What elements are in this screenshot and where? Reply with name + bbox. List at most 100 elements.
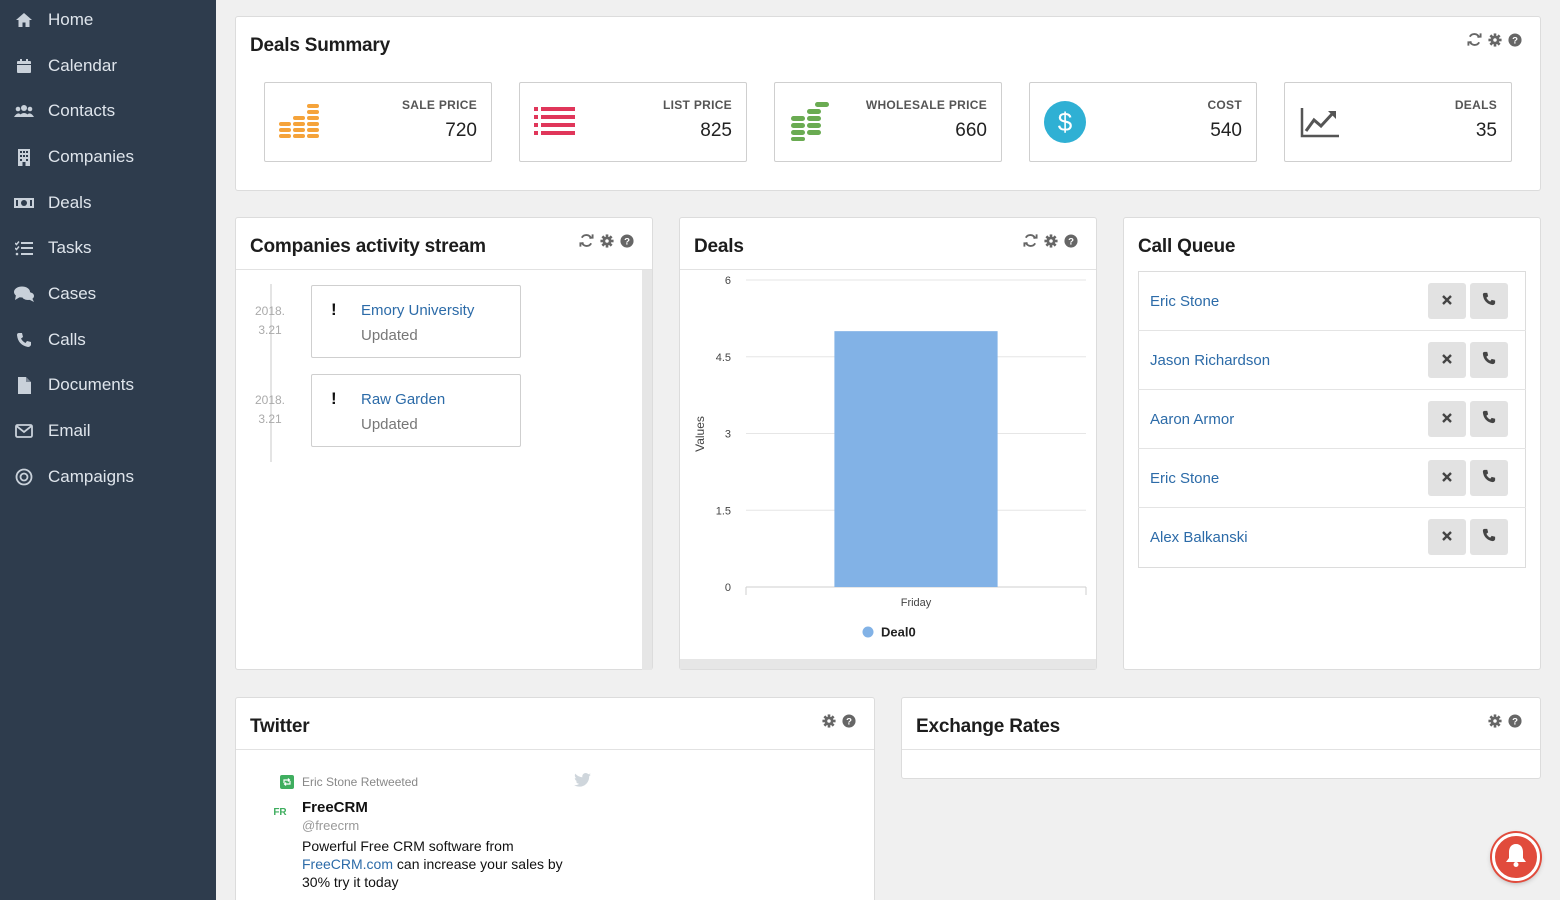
dismiss-call-button[interactable] <box>1428 401 1466 437</box>
summary-card-cost: $ COST 540 <box>1029 82 1257 162</box>
summary-card-deals: DEALS 35 <box>1284 82 1512 162</box>
legend-item-deal0[interactable]: Deal0 <box>881 625 916 640</box>
freecrm-avatar[interactable]: FR <box>264 799 296 825</box>
comments-icon <box>14 284 34 304</box>
avatar-text: FR <box>273 806 287 818</box>
timeline-line <box>270 284 272 462</box>
activity-date: 2018. 3.21 <box>254 302 286 340</box>
notification-bell-button[interactable] <box>1492 833 1540 881</box>
gear-icon[interactable] <box>1487 713 1502 728</box>
card-label: DEALS <box>1454 98 1497 112</box>
deals-chart-panel: Deals ? Values 0 1.5 3 4.5 6 Friday Deal0 <box>679 217 1097 670</box>
sidebar-item-label: Contacts <box>48 101 116 120</box>
tweet-author-name[interactable]: FreeCRM <box>302 799 368 816</box>
activity-company-link[interactable]: Raw Garden <box>361 391 446 408</box>
gear-icon[interactable] <box>1487 32 1502 47</box>
sidebar-item-tasks[interactable]: Tasks <box>0 228 216 268</box>
document-icon <box>14 375 34 395</box>
place-call-button[interactable] <box>1470 342 1508 378</box>
call-queue-contact-link[interactable]: Alex Balkanski <box>1150 529 1248 546</box>
activity-status: Updated <box>361 327 418 344</box>
call-queue-contact-link[interactable]: Jason Richardson <box>1150 352 1271 369</box>
y-tick-label: 0 <box>725 582 731 594</box>
scrollbar[interactable] <box>642 270 652 670</box>
call-queue-item: Aaron Armor <box>1138 390 1526 449</box>
dismiss-call-button[interactable] <box>1428 342 1466 378</box>
activity-company-link[interactable]: Emory University <box>361 302 475 319</box>
sidebar-item-companies[interactable]: Companies <box>0 137 216 177</box>
card-value: 660 <box>955 120 987 141</box>
x-tick-label: Friday <box>901 597 932 609</box>
call-queue-contact-link[interactable]: Aaron Armor <box>1150 411 1235 428</box>
activity-item: ! Emory University Updated <box>311 285 521 358</box>
place-call-button[interactable] <box>1470 519 1508 555</box>
twitter-bird-icon[interactable] <box>574 773 591 792</box>
tweet-link[interactable]: FreeCRM.com <box>302 856 394 872</box>
help-icon[interactable]: ? <box>1507 713 1522 728</box>
sidebar-item-label: Calendar <box>48 56 117 75</box>
bell-icon <box>1505 843 1527 872</box>
retweet-icon <box>280 775 294 789</box>
card-value: 35 <box>1475 120 1497 141</box>
call-queue-list <box>1138 271 1526 568</box>
tweet-author-handle[interactable]: @freecrm <box>302 818 360 833</box>
retweet-label: Eric Stone Retweeted <box>302 775 419 789</box>
close-icon <box>1442 351 1452 369</box>
bar-deal0-friday[interactable] <box>834 331 998 587</box>
sidebar-item-email[interactable]: Email <box>0 411 216 451</box>
gear-icon[interactable] <box>821 713 836 728</box>
refresh-icon[interactable] <box>1023 233 1038 248</box>
help-icon[interactable]: ? <box>1063 233 1078 248</box>
activity-item: ! Raw Garden Updated <box>311 374 521 447</box>
divider <box>236 269 652 270</box>
refresh-icon[interactable] <box>1467 32 1482 47</box>
sidebar-item-contacts[interactable]: Contacts <box>0 91 216 131</box>
y-tick-label: 3 <box>725 429 731 441</box>
tweet-text-part: Powerful Free CRM software from <box>302 838 514 854</box>
svg-text:$: $ <box>1058 107 1073 137</box>
panel-tools: ? <box>1467 32 1522 47</box>
sidebar-item-label: Companies <box>48 147 134 166</box>
card-label: WHOLESALE PRICE <box>865 98 987 112</box>
place-call-button[interactable] <box>1470 283 1508 319</box>
phone-icon <box>1482 292 1496 311</box>
place-call-button[interactable] <box>1470 460 1508 496</box>
exchange-rates-panel: Exchange Rates ? <box>901 697 1541 779</box>
home-icon <box>14 10 34 30</box>
call-queue-item: Jason Richardson <box>1138 331 1526 390</box>
activity-stream-panel: Companies activity stream ? 2018. 3.21 !… <box>235 217 653 670</box>
sidebar-item-calls[interactable]: Calls <box>0 320 216 360</box>
sidebar-item-deals[interactable]: Deals <box>0 183 216 223</box>
help-icon[interactable]: ? <box>1507 32 1522 47</box>
call-queue-panel: Call Queue Eric Stone Jason Richardson Aar… <box>1123 217 1541 670</box>
sidebar-item-label: Tasks <box>48 238 92 257</box>
refresh-icon[interactable] <box>579 233 594 248</box>
card-label: LIST PRICE <box>662 98 732 112</box>
dismiss-call-button[interactable] <box>1428 460 1466 496</box>
dismiss-call-button[interactable] <box>1428 519 1466 555</box>
call-queue-contact-link[interactable]: Eric Stone <box>1150 470 1220 487</box>
help-icon[interactable]: ? <box>619 233 634 248</box>
close-icon <box>1442 410 1452 428</box>
sidebar-item-campaigns[interactable]: Campaigns <box>0 457 216 497</box>
call-queue-contact-link[interactable]: Eric Stone <box>1150 293 1220 310</box>
help-icon[interactable]: ? <box>841 713 856 728</box>
call-queue-item: Alex Balkanski <box>1138 508 1526 567</box>
sidebar-item-documents[interactable]: Documents <box>0 365 216 405</box>
tweet-text: Powerful Free CRM software from FreeCRM.… <box>302 837 602 891</box>
sidebar-item-label: Email <box>48 421 91 440</box>
y-axis-label: Values <box>693 416 707 452</box>
gear-icon[interactable] <box>1043 233 1058 248</box>
panel-title: Companies activity stream <box>250 236 486 257</box>
tweet-text-part: can increase your sales by <box>396 856 563 872</box>
scrollbar[interactable] <box>680 659 1096 669</box>
svg-text:?: ? <box>846 716 852 727</box>
sidebar-item-calendar[interactable]: Calendar <box>0 46 216 86</box>
place-call-button[interactable] <box>1470 401 1508 437</box>
sidebar-item-home[interactable]: Home <box>0 0 216 40</box>
phone-icon <box>1482 410 1496 429</box>
dismiss-call-button[interactable] <box>1428 283 1466 319</box>
svg-text:?: ? <box>624 236 630 247</box>
sidebar-item-cases[interactable]: Cases <box>0 274 216 314</box>
gear-icon[interactable] <box>599 233 614 248</box>
